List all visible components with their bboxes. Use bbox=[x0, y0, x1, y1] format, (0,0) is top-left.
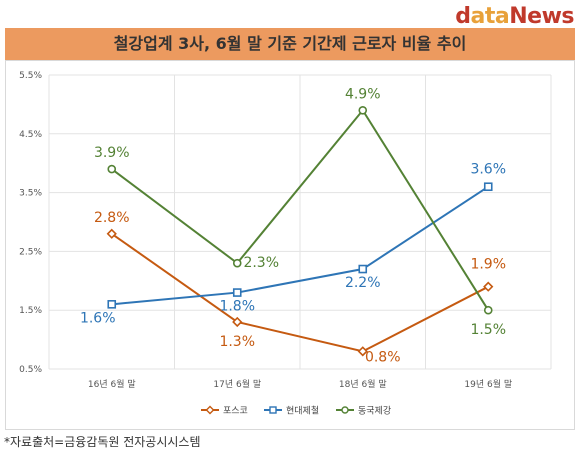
legend-marker bbox=[205, 405, 215, 415]
data-point bbox=[106, 228, 117, 239]
legend-label: 현대제철 bbox=[286, 406, 319, 417]
source-note: *자료출처=금융감독원 전자공시시스템 bbox=[4, 435, 201, 449]
x-tick-label: 19년 6월 말 bbox=[464, 378, 512, 390]
data-point bbox=[107, 164, 117, 174]
data-point bbox=[483, 182, 493, 192]
data-label: 4.9% bbox=[345, 86, 381, 102]
data-point bbox=[232, 316, 243, 328]
legend-marker bbox=[269, 406, 277, 414]
y-tick-label: 0.5% bbox=[19, 365, 42, 375]
legend-label: 포스코 bbox=[223, 406, 248, 417]
data-point bbox=[232, 288, 242, 297]
data-label: 3.6% bbox=[470, 162, 506, 178]
data-label: 0.8% bbox=[365, 349, 401, 365]
data-point bbox=[483, 281, 494, 292]
x-tick-label: 18년 6월 말 bbox=[339, 378, 387, 390]
chart-title: 철강업계 3사, 6월 말 기준 기간제 근로자 비율 추이 bbox=[5, 28, 575, 60]
x-tick-label: 16년 6월 말 bbox=[88, 378, 136, 390]
data-point bbox=[357, 346, 368, 357]
series-line bbox=[111, 232, 489, 353]
data-point bbox=[358, 105, 368, 115]
data-label: 3.9% bbox=[94, 145, 130, 161]
data-label: 1.5% bbox=[470, 322, 506, 338]
legend-label: 동국제강 bbox=[358, 406, 391, 417]
x-tick-label: 17년 6월 말 bbox=[213, 378, 261, 390]
data-label: 1.8% bbox=[219, 299, 255, 315]
data-point bbox=[358, 264, 368, 274]
legend-marker bbox=[341, 406, 349, 414]
data-label: 2.2% bbox=[345, 275, 381, 291]
data-label: 1.6% bbox=[80, 310, 116, 326]
y-tick-label: 4.5% bbox=[19, 130, 42, 140]
series-line bbox=[111, 185, 489, 306]
line-chart: 5.5% 4.5% 3.5% 2.5% 1.5% 0.5% 16년 6월 말 17년 6월 말… bbox=[19, 71, 552, 417]
y-tick-label: 5.5% bbox=[19, 71, 42, 81]
data-point bbox=[232, 258, 242, 268]
data-point bbox=[107, 300, 117, 309]
datanews-logo: dataNews bbox=[455, 4, 574, 29]
data-label: 1.3% bbox=[219, 334, 255, 350]
y-tick-label: 1.5% bbox=[19, 306, 42, 316]
chart-frame: 5.5% 4.5% 3.5% 2.5% 1.5% 0.5% 16년 6월 말 17년 6월 말… bbox=[5, 60, 575, 430]
y-tick-label: 2.5% bbox=[19, 247, 42, 257]
data-label: 2.8% bbox=[94, 210, 130, 226]
series-line bbox=[111, 108, 490, 311]
data-label: 1.9% bbox=[470, 257, 506, 273]
data-label: 2.3% bbox=[243, 255, 279, 271]
y-tick-label: 3.5% bbox=[19, 189, 42, 199]
data-point bbox=[483, 305, 493, 315]
